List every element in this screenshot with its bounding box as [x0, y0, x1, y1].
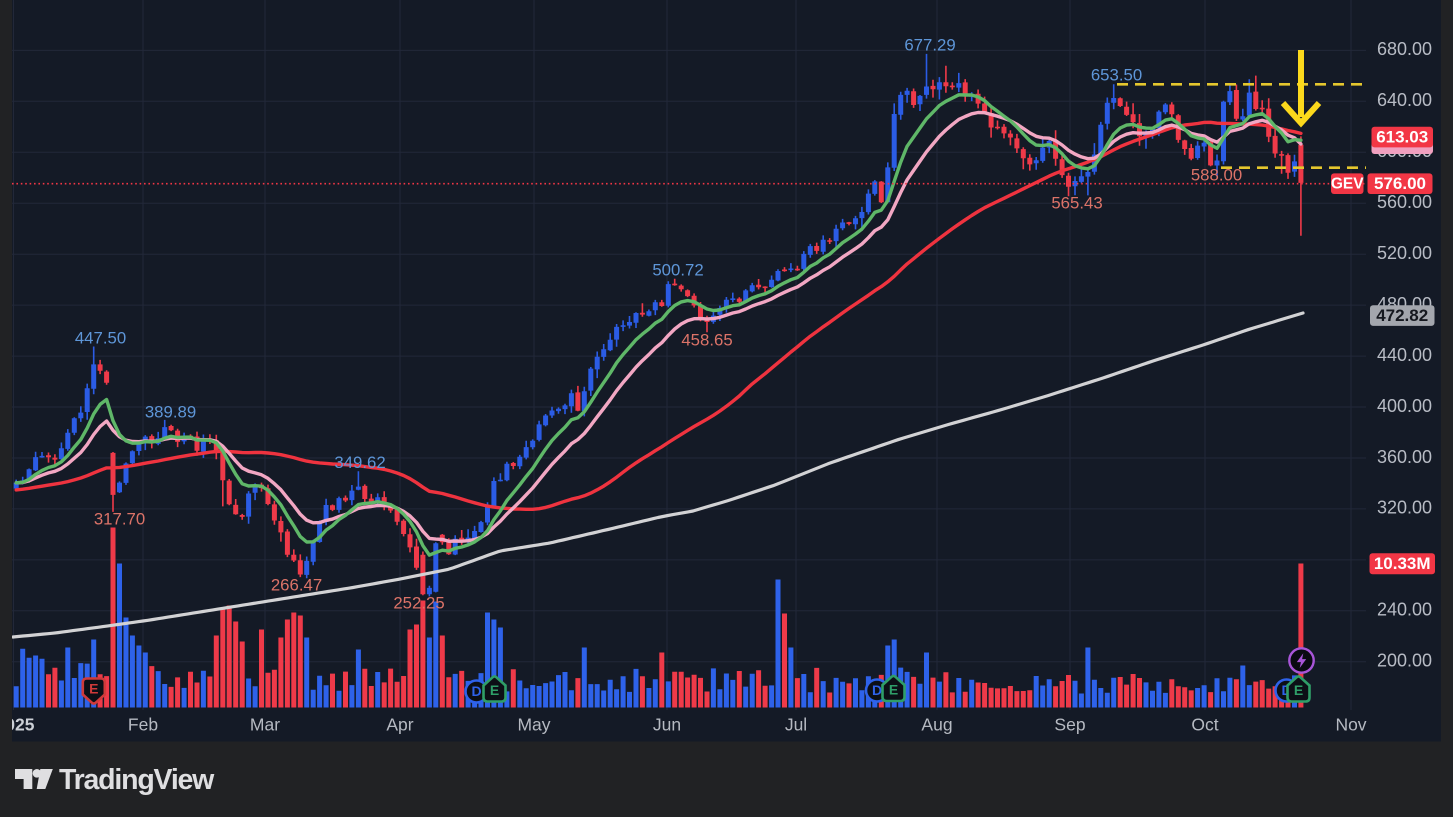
- svg-text:Oct: Oct: [1191, 715, 1218, 735]
- svg-text:576.00: 576.00: [1374, 174, 1426, 193]
- svg-text:Jun: Jun: [653, 715, 681, 735]
- svg-text:Apr: Apr: [386, 715, 413, 735]
- svg-text:560.00: 560.00: [1377, 192, 1432, 212]
- svg-text:266.47: 266.47: [271, 575, 322, 594]
- svg-text:349.62: 349.62: [334, 453, 385, 472]
- svg-text:E: E: [889, 681, 898, 697]
- svg-text:320.00: 320.00: [1377, 498, 1432, 518]
- svg-text:TradingView: TradingView: [59, 764, 215, 796]
- svg-text:Aug: Aug: [921, 715, 952, 735]
- svg-text:472.82: 472.82: [1376, 306, 1428, 325]
- svg-text:E: E: [1294, 682, 1303, 698]
- svg-text:Nov: Nov: [1335, 715, 1366, 735]
- svg-text:389.89: 389.89: [145, 402, 196, 421]
- svg-text:640.00: 640.00: [1377, 90, 1432, 110]
- svg-text:May: May: [517, 715, 550, 735]
- svg-text:588.00: 588.00: [1191, 165, 1242, 184]
- svg-text:Sep: Sep: [1054, 715, 1085, 735]
- svg-text:360.00: 360.00: [1377, 447, 1432, 467]
- svg-text:653.50: 653.50: [1091, 65, 1142, 84]
- svg-text:Jul: Jul: [785, 715, 807, 735]
- svg-text:D: D: [872, 682, 882, 698]
- svg-text:200.00: 200.00: [1377, 651, 1432, 671]
- svg-text:317.70: 317.70: [94, 509, 145, 528]
- svg-text:E: E: [490, 682, 499, 698]
- svg-text:Mar: Mar: [250, 715, 280, 735]
- svg-text:680.00: 680.00: [1377, 39, 1432, 59]
- svg-text:D: D: [471, 683, 481, 699]
- svg-text:458.65: 458.65: [681, 330, 732, 349]
- svg-text:565.43: 565.43: [1051, 193, 1102, 212]
- svg-text:E: E: [89, 681, 98, 697]
- svg-text:400.00: 400.00: [1377, 396, 1432, 416]
- svg-text:GEV: GEV: [1331, 176, 1364, 193]
- svg-text:240.00: 240.00: [1377, 600, 1432, 620]
- svg-text:447.50: 447.50: [75, 328, 126, 347]
- svg-text:Feb: Feb: [128, 715, 158, 735]
- svg-text:613.03: 613.03: [1376, 127, 1428, 146]
- svg-text:500.72: 500.72: [652, 260, 703, 279]
- svg-text:440.00: 440.00: [1377, 345, 1432, 365]
- svg-text:677.29: 677.29: [904, 35, 955, 54]
- svg-text:520.00: 520.00: [1377, 243, 1432, 263]
- svg-text:10.33M: 10.33M: [1374, 554, 1431, 573]
- svg-text:252.25: 252.25: [393, 593, 444, 612]
